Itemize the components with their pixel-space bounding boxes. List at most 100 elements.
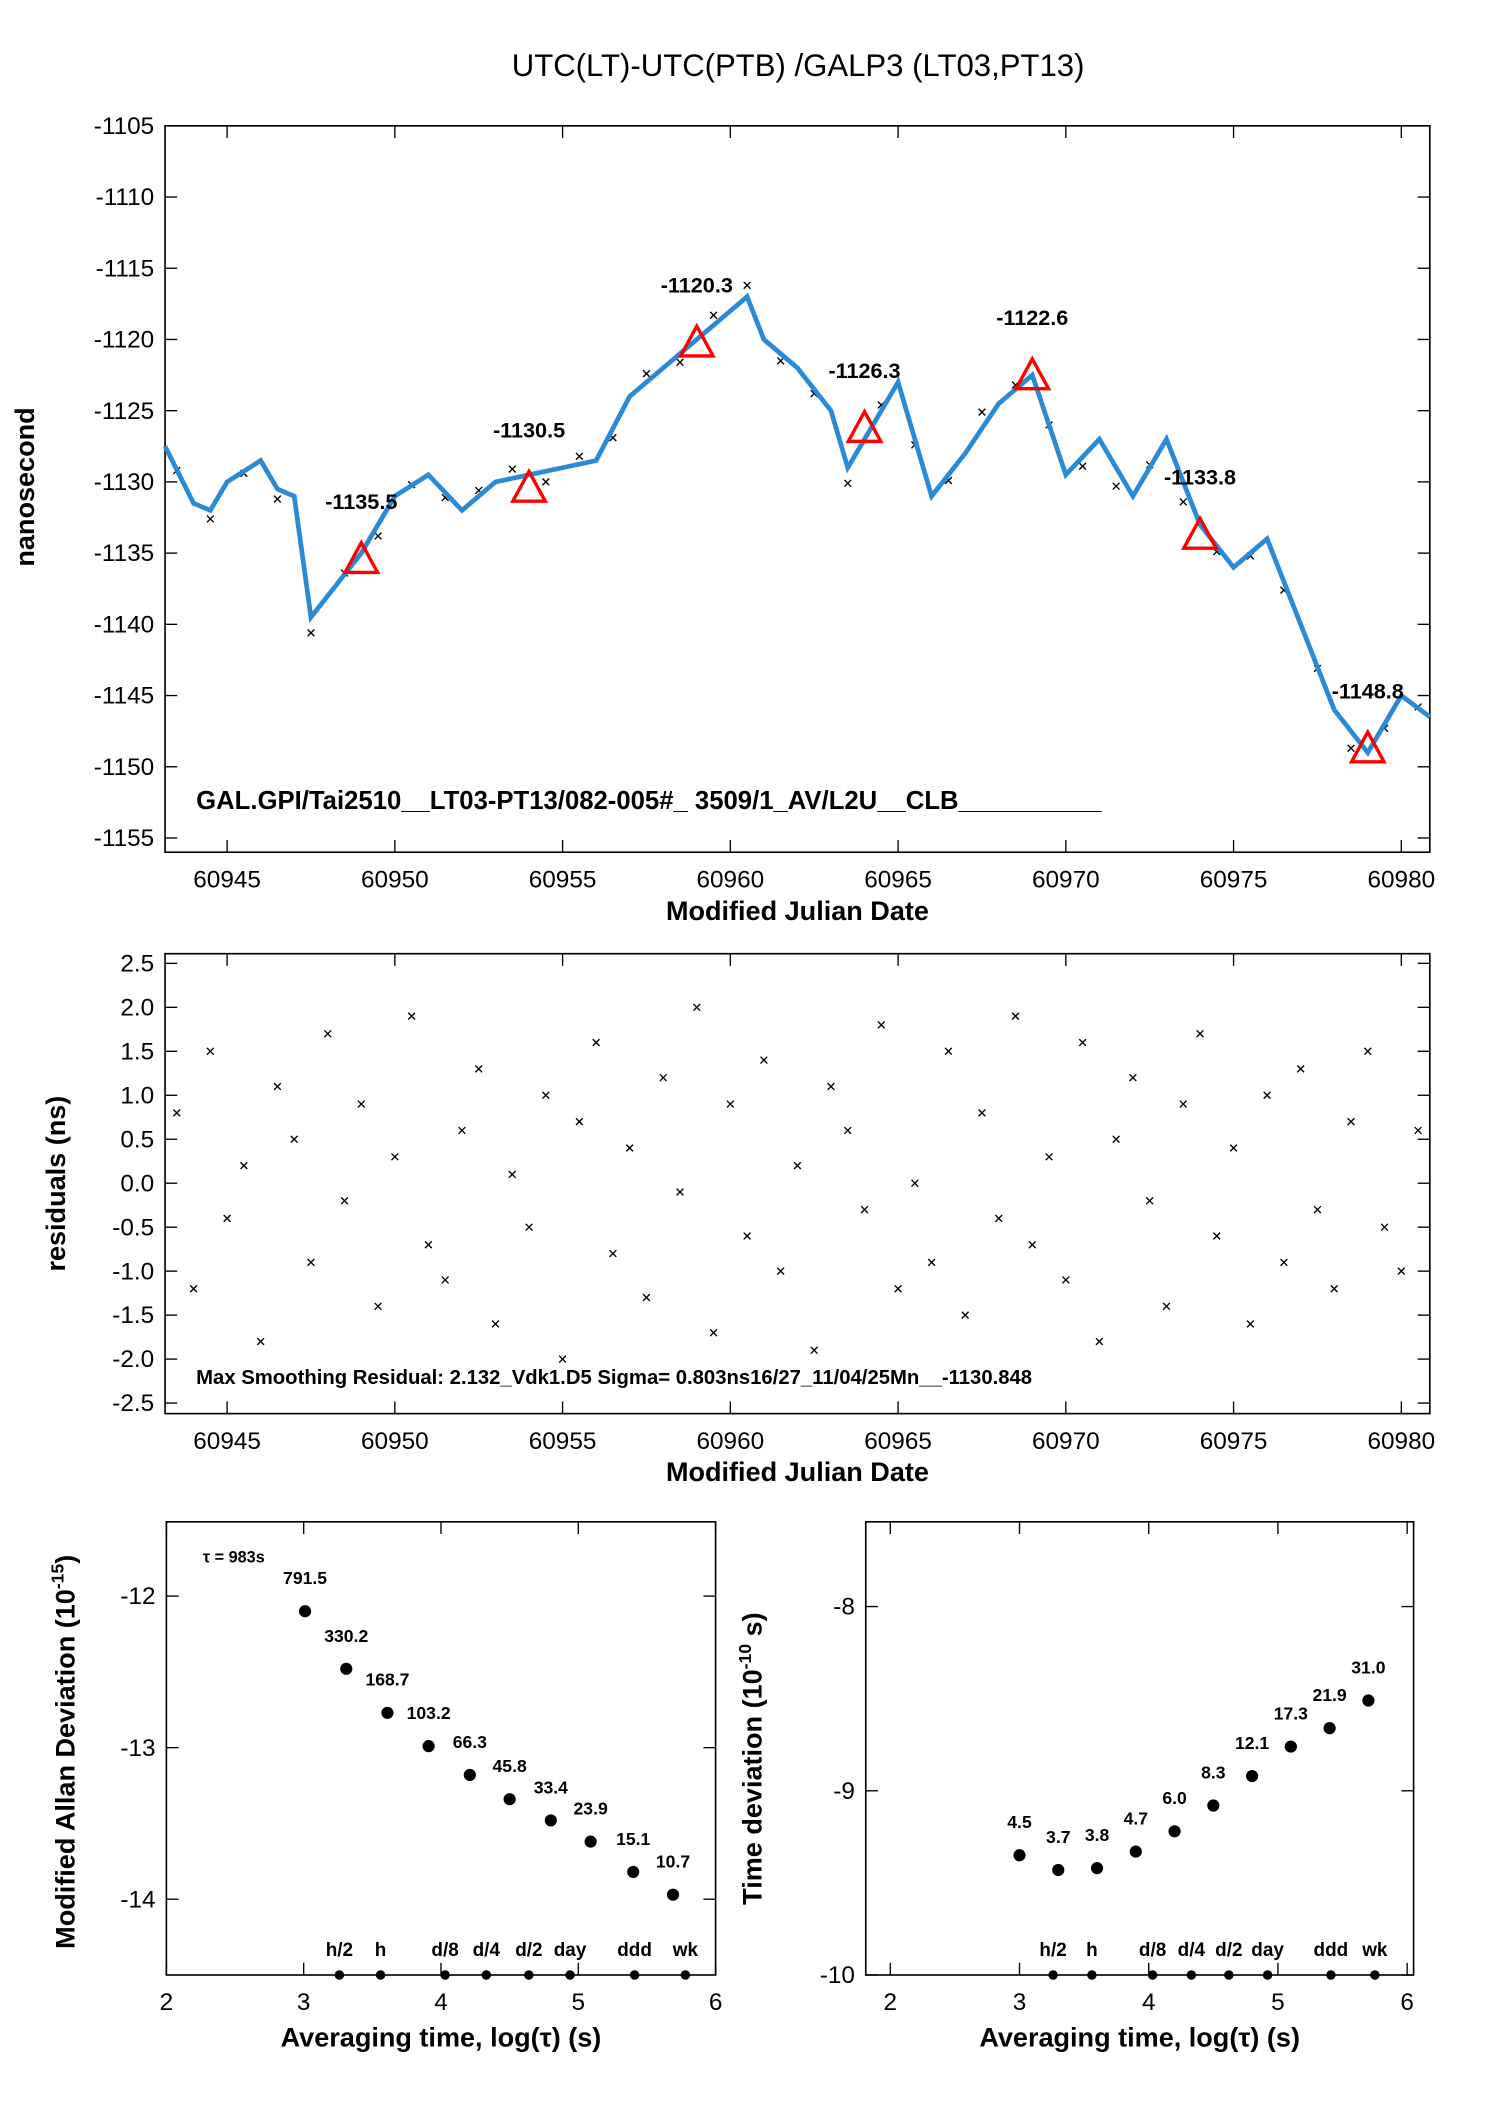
x-tick-label: 60980: [1367, 866, 1435, 893]
point-label: 33.4: [534, 1777, 568, 1797]
data-point: [1179, 1100, 1188, 1108]
data-point: [810, 1346, 819, 1355]
x-tick-label: 60975: [1200, 1428, 1268, 1455]
x-tick-label: 60955: [529, 866, 597, 893]
x-tick-label: 60965: [864, 866, 932, 893]
y-tick-label: -2.5: [112, 1390, 154, 1417]
data-point: [273, 495, 282, 503]
data-point: [374, 532, 382, 540]
point-label: 45.8: [493, 1756, 527, 1776]
x-tick-label: 60970: [1032, 866, 1100, 893]
data-point: [508, 465, 517, 473]
y-tick-label: -1125: [94, 398, 154, 425]
y-tick-label: 2.5: [120, 950, 154, 977]
x-tick-label: 60960: [697, 866, 765, 893]
value-label: -1126.3: [828, 358, 900, 383]
triangle-marker: [1348, 728, 1387, 764]
data-point: [441, 1276, 450, 1284]
value-label: -1130.5: [493, 418, 565, 443]
x-tick-label: 60980: [1367, 1428, 1435, 1455]
data-point: [1296, 1065, 1305, 1073]
data-point: [273, 1082, 282, 1091]
data-point: [575, 452, 584, 461]
data-point: [994, 1214, 1003, 1223]
data-point: [860, 1205, 869, 1214]
data-point: [1078, 462, 1087, 471]
data-point: [1313, 1205, 1322, 1214]
point-label: 103.2: [407, 1703, 451, 1723]
data-point: [776, 1267, 785, 1276]
data-point: [206, 1047, 215, 1056]
y-axis-label-part: Modified Allan Deviation (10: [50, 1589, 80, 1949]
data-point: [307, 1258, 315, 1267]
y-tick-label: -1110: [96, 184, 155, 211]
data-point: [1414, 1126, 1422, 1135]
data-point: [1212, 1232, 1221, 1240]
data-point: [743, 1232, 751, 1240]
triangle-marker: [1013, 355, 1052, 391]
data-point: [491, 1320, 500, 1328]
data-point: [709, 1328, 718, 1337]
data-point: [1323, 1722, 1336, 1735]
interval-marker: [680, 1970, 691, 1980]
y-tick-label: -8: [833, 1594, 855, 1621]
annotation: GAL.GPI/Tai2510__LT03-PT13/082-005#_ 350…: [196, 787, 1102, 815]
data-point: [666, 1888, 680, 1901]
y-tick-label: 0.5: [120, 1126, 154, 1153]
interval-marker: [1370, 1970, 1380, 1980]
y-tick-label: -1115: [96, 255, 155, 282]
interval-label: wk: [672, 1940, 699, 1961]
y-tick-label: -2.0: [112, 1346, 154, 1373]
x-tick-label: 2: [884, 1989, 898, 2016]
data-point: [1078, 1038, 1087, 1047]
point-label: 15.1: [616, 1829, 650, 1849]
data-point: [240, 1161, 248, 1170]
interval-marker: [481, 1970, 492, 1980]
y-tick-label: -12: [120, 1583, 155, 1610]
data-point: [927, 1258, 936, 1267]
interval-marker: [334, 1970, 345, 1980]
data-point: [1362, 1694, 1375, 1707]
y-tick-label: 2.0: [120, 994, 154, 1021]
data-point: [323, 1029, 332, 1038]
interval-label: h/2: [326, 1940, 353, 1961]
data-point: [760, 1056, 768, 1064]
data-point: [1207, 1799, 1220, 1812]
interval-marker: [375, 1970, 386, 1980]
data-point: [1168, 1825, 1181, 1838]
smoothed-line: [162, 292, 1432, 757]
interval-label: h/2: [1039, 1940, 1066, 1961]
plot-frame: [165, 1521, 717, 1976]
y-tick-label: -1145: [94, 683, 154, 710]
chart-title: UTC(LT)-UTC(PTB) /GALP3 (LT03,PT13): [512, 48, 1085, 83]
data-point: [1229, 1144, 1238, 1152]
x-tick-label: 4: [1142, 1989, 1156, 2016]
data-point: [508, 1170, 517, 1179]
data-point: [503, 1793, 516, 1806]
triangle-marker: [845, 408, 884, 444]
data-point: [474, 1065, 483, 1073]
data-point: [1052, 1863, 1065, 1877]
interval-label: h: [375, 1940, 387, 1961]
interval-label: h: [1086, 1940, 1098, 1961]
data-point: [1145, 1196, 1154, 1205]
point-label: 6.0: [1162, 1788, 1187, 1808]
data-point: [458, 1126, 466, 1135]
data-point: [525, 1223, 533, 1232]
x-tick-label: 60965: [864, 1428, 932, 1455]
interval-label: day: [1251, 1940, 1284, 1961]
y-axis-label-part: -10: [735, 1644, 755, 1670]
y-tick-label: -1.0: [112, 1258, 154, 1285]
y-axis-label: Time deviation (10-10 s): [735, 1612, 768, 1904]
annotation: Max Smoothing Residual: 2.132_Vdk1.D5 Si…: [196, 1367, 1032, 1389]
data-point: [944, 1047, 953, 1056]
data-point: [1013, 1849, 1026, 1862]
data-point: [172, 1108, 181, 1117]
interval-label: d/8: [431, 1940, 458, 1961]
value-label: -1133.8: [1164, 465, 1236, 490]
interval-marker: [1147, 1970, 1158, 1980]
point-label: 12.1: [1235, 1733, 1269, 1753]
x-tick-label: 3: [297, 1989, 311, 2016]
y-tick-label: -1.5: [112, 1302, 154, 1329]
